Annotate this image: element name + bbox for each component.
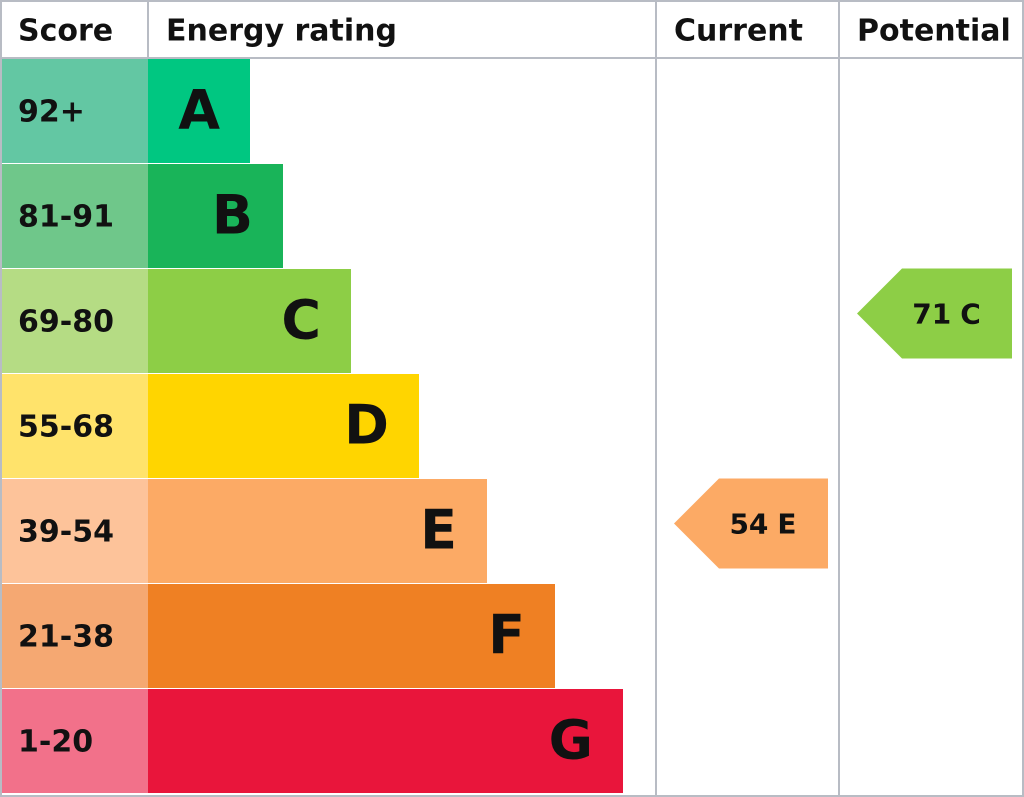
score-range: 69-80 xyxy=(18,305,114,340)
score-range: 39-54 xyxy=(18,515,114,550)
rating-bar xyxy=(148,479,487,583)
rating-bar xyxy=(148,374,419,478)
score-cell xyxy=(2,374,148,478)
header-potential: Potential xyxy=(857,14,1011,49)
rating-letter: D xyxy=(344,394,389,457)
potential-score: 71 xyxy=(912,298,951,331)
potential-label: 71 C xyxy=(912,298,981,331)
rating-letter: E xyxy=(420,499,457,562)
score-range: 21-38 xyxy=(18,620,114,655)
score-cell xyxy=(2,584,148,688)
rating-letter: B xyxy=(212,184,253,247)
score-range: 1-20 xyxy=(18,725,93,760)
header-current: Current xyxy=(674,14,803,49)
score-range: 81-91 xyxy=(18,200,114,235)
rating-bar xyxy=(148,584,555,688)
score-range: 92+ xyxy=(18,95,85,130)
rating-bar xyxy=(148,59,250,163)
rating-letter: G xyxy=(549,709,593,772)
rating-letter: F xyxy=(488,604,525,667)
current-rating: E xyxy=(777,508,796,541)
score-range: 55-68 xyxy=(18,410,114,445)
potential-arrow xyxy=(857,268,1012,359)
header-score: Score xyxy=(18,14,113,49)
rating-bar xyxy=(148,164,283,268)
rating-bar xyxy=(148,689,623,793)
current-arrow xyxy=(674,478,828,569)
rating-letter: A xyxy=(178,79,220,142)
score-cell xyxy=(2,479,148,583)
rating-bar xyxy=(148,269,351,373)
score-cell xyxy=(2,689,148,793)
score-cell xyxy=(2,164,148,268)
score-cell xyxy=(2,59,148,163)
score-cell xyxy=(2,269,148,373)
current-score: 54 xyxy=(729,508,768,541)
rating-letter: C xyxy=(281,289,321,352)
header-rating: Energy rating xyxy=(166,14,397,49)
current-label: 54 E xyxy=(729,508,796,541)
potential-rating: C xyxy=(960,298,981,331)
